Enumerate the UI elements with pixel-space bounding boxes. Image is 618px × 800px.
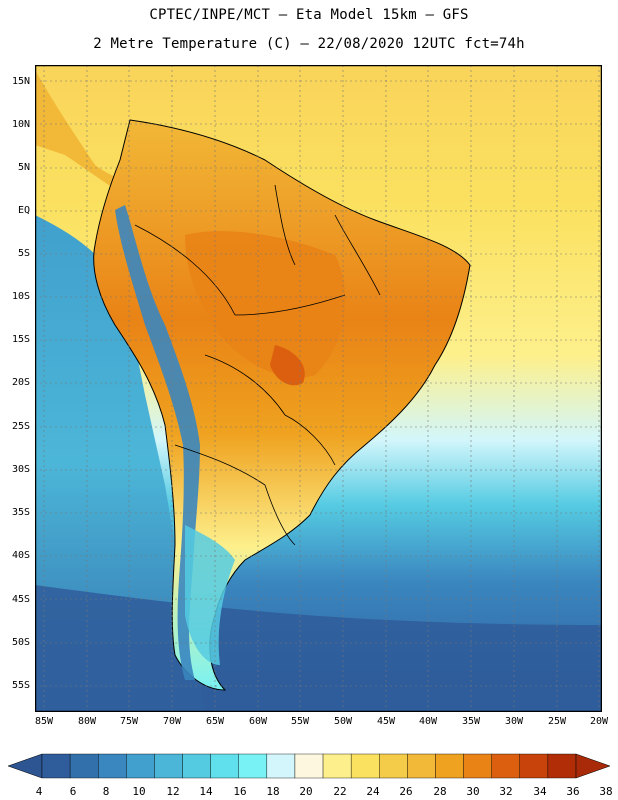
colorbar-label-10: 10 [132,785,146,798]
colorbar-cell [182,753,211,779]
colorbar-cell [294,753,324,779]
colorbar-cell [491,753,520,779]
lon-label-70w: 70W [162,716,182,727]
lat-label-45s: 45S [11,594,30,605]
lon-label-60w: 60W [248,716,268,727]
lon-label-75w: 75W [119,716,139,727]
colorbar-cell [210,753,239,779]
lon-label-20w: 20W [589,716,609,727]
colorbar-cell [69,753,99,779]
lat-label-10n: 10N [11,119,30,130]
title-line-2: 2 Metre Temperature (C) – 22/08/2020 12U… [93,36,525,52]
colorbar-cell [519,753,549,779]
lon-label-30w: 30W [504,716,524,727]
lat-label-35s: 35S [11,507,30,518]
colorbar-cell [435,753,464,779]
patagonia-cold [185,525,235,665]
map-border [35,65,602,712]
lon-label-65w: 65W [205,716,225,727]
lat-label-5s: 5S [17,248,30,259]
lon-label-55w: 55W [290,716,310,727]
lon-label-80w: 80W [77,716,97,727]
andes-cold-strip [115,205,200,680]
colorbar-label-12: 12 [166,785,180,798]
colorbar-label-30: 30 [466,785,480,798]
colorbar-cell [266,753,296,779]
colorbar-label-18: 18 [266,785,280,798]
lat-label-20s: 20S [11,377,30,388]
colorbar-cell [98,753,127,779]
lat-label-15n: 15N [11,76,30,87]
colorbar-under-arrow [7,753,43,779]
lon-label-50w: 50W [333,716,353,727]
lat-label-55s: 55S [11,680,30,691]
lon-label-85w: 85W [34,716,54,727]
lat-label-50s: 50S [11,637,30,648]
colorbar-label-26: 26 [399,785,413,798]
lat-label-15s: 15S [11,334,30,345]
colorbar-label-20: 20 [299,785,313,798]
colorbar-cell [154,753,183,779]
colorbar-label-8: 8 [102,785,110,798]
colorbar-label-34: 34 [533,785,547,798]
lon-label-40w: 40W [418,716,438,727]
pacific-ocean [35,215,205,712]
colorbar-cell [238,753,268,779]
lat-label-30s: 30S [11,464,30,475]
country-borders [134,184,381,546]
colorbar-label-28: 28 [433,785,447,798]
hot-region [185,231,346,378]
lat-label-25s: 25S [11,421,30,432]
colorbar-cell [322,753,352,779]
hottest-region [270,345,305,386]
temperature-map[interactable] [35,65,602,712]
colorbar-over-arrow [575,753,611,779]
colorbar-label-16: 16 [233,785,247,798]
colorbar-label-22: 22 [333,785,347,798]
colorbar-cell [350,753,380,779]
lat-label-5n: 5N [17,162,30,173]
colorbar-label-36: 36 [566,785,580,798]
title-line-1: CPTEC/INPE/MCT – Eta Model 15km – GFS [149,7,469,23]
colorbar-label-24: 24 [366,785,380,798]
colorbar-cell [547,753,577,779]
colorbar-cell [126,753,155,779]
lon-label-35w: 35W [461,716,481,727]
lon-label-45w: 45W [376,716,396,727]
colorbar-label-32: 32 [499,785,513,798]
lon-label-25w: 25W [547,716,567,727]
colorbar-cell [41,753,71,779]
colorbar-cell [463,753,492,779]
lat-label-40s: 40S [11,550,30,561]
lat-label-10s: 10S [11,291,30,302]
colorbar-label-6: 6 [69,785,77,798]
colorbar-cell [379,753,408,779]
lat-label-eq: EQ [17,205,30,216]
colorbar-label-38: 38 [599,785,613,798]
colorbar-label-14: 14 [199,785,213,798]
colorbar-label-4: 4 [35,785,43,798]
colorbar [7,753,611,779]
colorbar-cell [407,753,436,779]
